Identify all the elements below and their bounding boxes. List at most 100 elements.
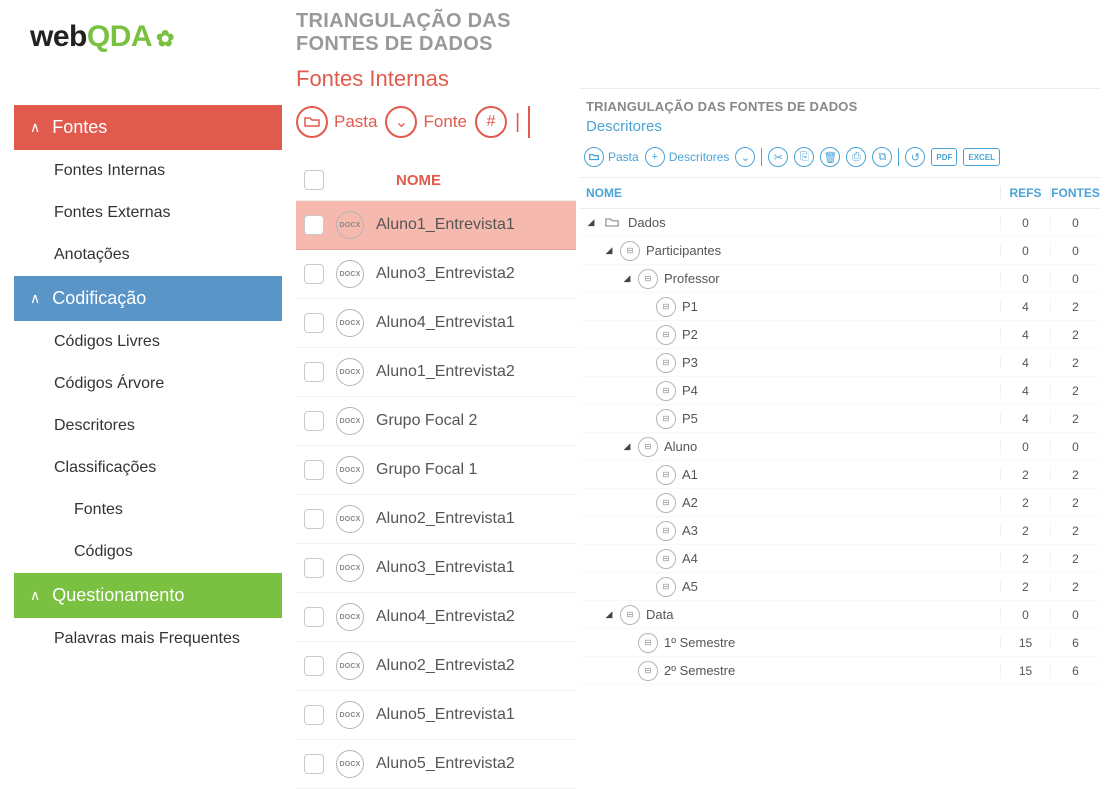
tree-row[interactable]: ◢⊟Professor00 [580, 265, 1100, 293]
tree-row[interactable]: ⊟A222 [580, 489, 1100, 517]
tree-label: P1 [682, 299, 698, 314]
pasta-button[interactable]: Pasta [584, 147, 639, 167]
tree-row[interactable]: ◢⊟Participantes00 [580, 237, 1100, 265]
refs-value: 4 [1000, 356, 1050, 370]
tree-row[interactable]: ⊟P142 [580, 293, 1100, 321]
sidebar-item[interactable]: Fontes [14, 489, 282, 531]
paste-icon[interactable]: ⎙ [846, 147, 866, 167]
caret-down-icon[interactable]: ◢ [586, 217, 596, 228]
tree-row[interactable]: ◢Dados00 [580, 209, 1100, 237]
fonte-button[interactable]: ⌄ Fonte [385, 106, 466, 138]
source-row[interactable]: DOCXGrupo Focal 1 [296, 446, 576, 495]
grid-icon[interactable]: # [475, 106, 507, 138]
source-row[interactable]: DOCXAluno4_Entrevista1 [296, 299, 576, 348]
tree-row[interactable]: ⊟A322 [580, 517, 1100, 545]
caret-down-icon[interactable]: ◢ [604, 245, 614, 256]
row-checkbox[interactable] [304, 313, 324, 333]
source-name: Aluno1_Entrevista1 [376, 216, 515, 234]
tree-label-cell: ◢ Dados [580, 213, 1000, 233]
source-row[interactable]: DOCXAluno5_Entrevista1 [296, 691, 576, 740]
toolbar-divider [761, 148, 762, 166]
caret-down-icon[interactable]: ◢ [604, 609, 614, 620]
tree-row[interactable]: ⊟P242 [580, 321, 1100, 349]
tree-row[interactable]: ◢⊟Aluno00 [580, 433, 1100, 461]
caret-down-icon[interactable]: ◢ [622, 273, 632, 284]
node-icon: ⊟ [656, 409, 676, 429]
sidebar-item[interactable]: Códigos Livres [14, 321, 282, 363]
tree-label: Dados [628, 215, 666, 230]
source-row[interactable]: DOCXAluno3_Entrevista1 [296, 544, 576, 593]
docx-icon: DOCX [336, 554, 364, 582]
fontes-value: 2 [1050, 580, 1100, 594]
pasta-button[interactable]: Pasta [296, 106, 377, 138]
tree-row[interactable]: ⊟A122 [580, 461, 1100, 489]
delete-icon[interactable]: 🗑 [820, 147, 840, 167]
source-row[interactable]: DOCXGrupo Focal 2 [296, 397, 576, 446]
row-checkbox[interactable] [304, 264, 324, 284]
tree-row[interactable]: ⊟P542 [580, 405, 1100, 433]
excel-button[interactable]: EXCEL [963, 148, 1000, 166]
source-row[interactable]: DOCXAluno3_Entrevista2 [296, 250, 576, 299]
descritores-label: Descritores [669, 150, 730, 164]
docx-icon: DOCX [336, 750, 364, 778]
section-label: Questionamento [52, 585, 184, 606]
row-checkbox[interactable] [304, 215, 324, 235]
tree-row[interactable]: ⊟1º Semestre156 [580, 629, 1100, 657]
refresh-icon[interactable]: ↺ [905, 147, 925, 167]
pdf-button[interactable]: PDF [931, 148, 957, 166]
tree-row[interactable]: ⊟2º Semestre156 [580, 657, 1100, 685]
row-checkbox[interactable] [304, 362, 324, 382]
node-icon: ⊟ [620, 241, 640, 261]
source-name: Aluno4_Entrevista1 [376, 314, 515, 332]
tree-row[interactable]: ◢⊟Data00 [580, 601, 1100, 629]
refs-value: 4 [1000, 300, 1050, 314]
sources-list: DOCXAluno1_Entrevista1DOCXAluno3_Entrevi… [296, 201, 576, 789]
column-refs: REFS [1000, 186, 1050, 200]
source-row[interactable]: DOCXAluno2_Entrevista2 [296, 642, 576, 691]
sidebar-item[interactable]: Anotações [14, 234, 282, 276]
tree-row[interactable]: ⊟A422 [580, 545, 1100, 573]
source-row[interactable]: DOCXAluno1_Entrevista2 [296, 348, 576, 397]
plus-icon: + [645, 147, 665, 167]
row-checkbox[interactable] [304, 607, 324, 627]
chevron-down-icon[interactable]: ⌄ [735, 147, 755, 167]
row-checkbox[interactable] [304, 460, 324, 480]
sidebar-item[interactable]: Fontes Externas [14, 192, 282, 234]
tree-row[interactable]: ⊟P342 [580, 349, 1100, 377]
row-checkbox[interactable] [304, 705, 324, 725]
tree-label: P4 [682, 383, 698, 398]
sidebar-section-codificação[interactable]: ∧Codificação [14, 276, 282, 321]
sidebar-item[interactable]: Códigos Árvore [14, 363, 282, 405]
sidebar-item[interactable]: Palavras mais Frequentes [14, 618, 282, 660]
source-row[interactable]: DOCXAluno1_Entrevista1 [296, 201, 576, 250]
duplicate-icon[interactable]: ⧉ [872, 147, 892, 167]
node-icon: ⊟ [656, 493, 676, 513]
logo-qda: QDA [87, 20, 152, 53]
row-checkbox[interactable] [304, 509, 324, 529]
extra-action-icon[interactable] [528, 106, 544, 138]
sidebar-item[interactable]: Códigos [14, 531, 282, 573]
sidebar-section-fontes[interactable]: ∧Fontes [14, 105, 282, 150]
sidebar-item[interactable]: Descritores [14, 405, 282, 447]
cut-icon[interactable]: ✂ [768, 147, 788, 167]
source-name: Aluno3_Entrevista2 [376, 265, 515, 283]
row-checkbox[interactable] [304, 411, 324, 431]
tree-row[interactable]: ⊟A522 [580, 573, 1100, 601]
row-checkbox[interactable] [304, 656, 324, 676]
caret-down-icon[interactable]: ◢ [622, 441, 632, 452]
sidebar-section-questionamento[interactable]: ∧Questionamento [14, 573, 282, 618]
tree-row[interactable]: ⊟P442 [580, 377, 1100, 405]
refs-value: 0 [1000, 608, 1050, 622]
sidebar-item[interactable]: Classificações [14, 447, 282, 489]
sidebar-item[interactable]: Fontes Internas [14, 150, 282, 192]
source-row[interactable]: DOCXAluno5_Entrevista2 [296, 740, 576, 789]
tree-label-cell: ⊟P5 [580, 409, 1000, 429]
source-row[interactable]: DOCXAluno2_Entrevista1 [296, 495, 576, 544]
row-checkbox[interactable] [304, 558, 324, 578]
copy-icon[interactable]: ⎘ [794, 147, 814, 167]
fontes-value: 0 [1050, 244, 1100, 258]
descritores-button[interactable]: + Descritores [645, 147, 730, 167]
row-checkbox[interactable] [304, 754, 324, 774]
select-all-checkbox[interactable] [304, 170, 324, 190]
source-row[interactable]: DOCXAluno4_Entrevista2 [296, 593, 576, 642]
